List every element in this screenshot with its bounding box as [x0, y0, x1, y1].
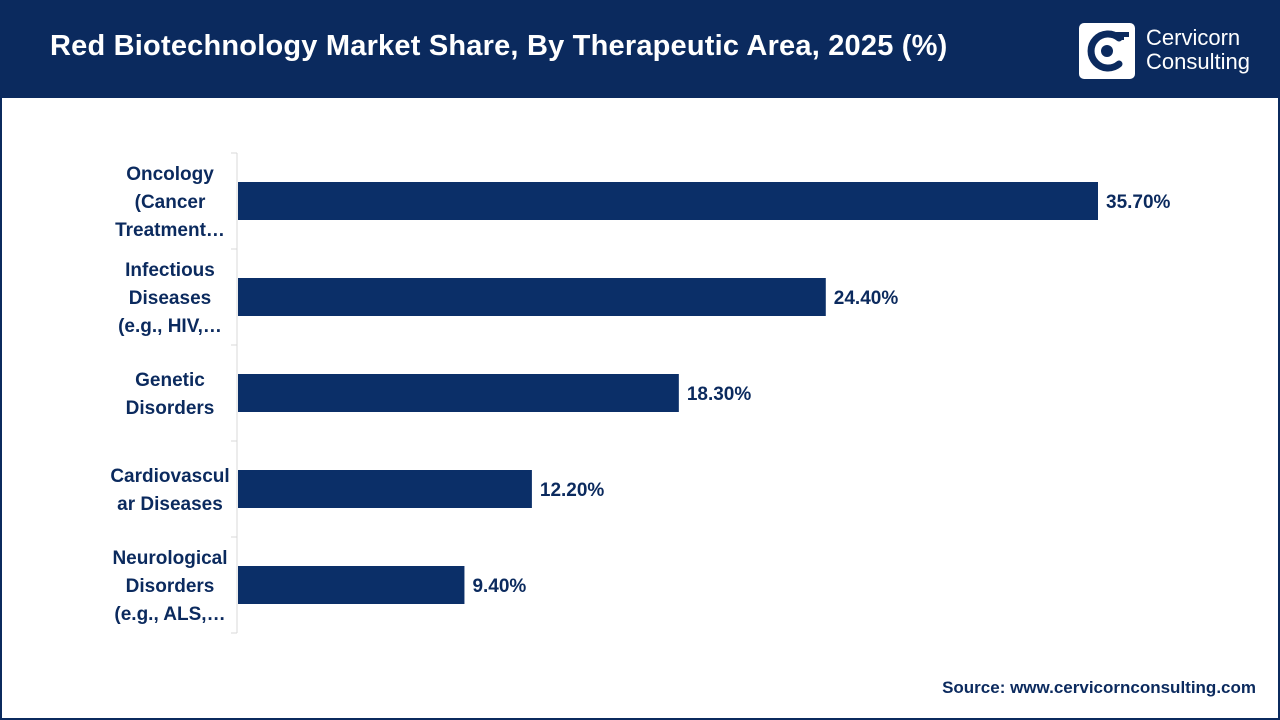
category-label-5: Neurological Disorders (e.g., ALS,… — [112, 548, 227, 625]
brand-line-2: Consulting — [1146, 49, 1250, 74]
category-label-4: Cardiovascul ar Diseases — [110, 466, 229, 515]
chart-area: 35.70% Oncology (Cancer Treatment… 24.40% Inf… — [2, 98, 1278, 658]
chart-title: Red Biotechnology Market Share, By Thera… — [50, 30, 948, 62]
data-label-5: 9.40% — [472, 576, 526, 597]
data-label-2: 24.40% — [834, 288, 899, 309]
bar-2 — [238, 278, 826, 316]
category-label-1: Oncology (Cancer Treatment… — [115, 164, 225, 241]
bar-chart: 35.70% Oncology (Cancer Treatment… 24.40% Inf… — [110, 152, 1171, 634]
category-label-2: Infectious Diseases (e.g., HIV,… — [118, 260, 222, 337]
data-label-3: 18.30% — [687, 384, 752, 405]
category-label-3: Genetic Disorders — [126, 370, 215, 419]
bar-1 — [238, 182, 1098, 220]
brand-line-1: Cervicorn — [1146, 25, 1241, 50]
brand-name: Cervicorn Consulting — [1146, 26, 1250, 74]
bar-3 — [238, 374, 679, 412]
data-label-1: 35.70% — [1106, 192, 1171, 213]
source-note: Source: www.cervicornconsulting.com — [942, 678, 1256, 697]
bar-4 — [238, 470, 532, 508]
cervicorn-logo-icon — [1079, 23, 1135, 79]
data-label-4: 12.20% — [540, 480, 605, 501]
header-bar: Red Biotechnology Market Share, By Thera… — [2, 2, 1278, 98]
bar-5 — [238, 566, 465, 604]
